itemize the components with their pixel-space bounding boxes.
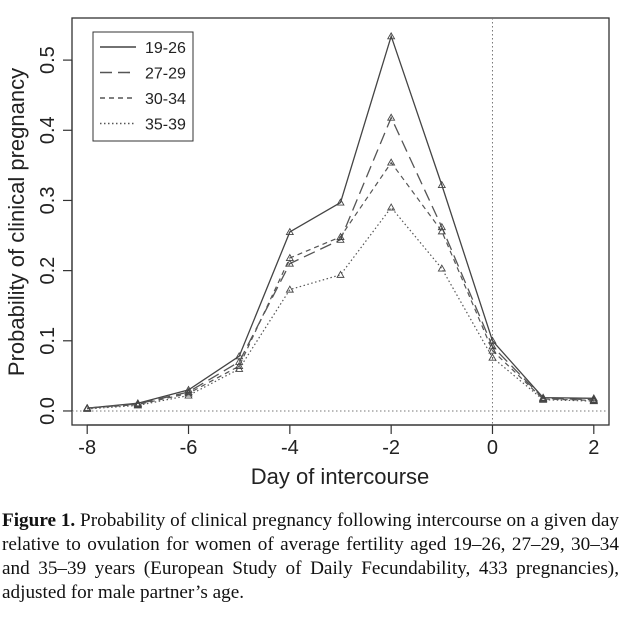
legend-label-27-29: 27-29	[145, 66, 186, 83]
legend-label-35-39: 35-39	[145, 117, 186, 134]
data-point-marker	[83, 404, 92, 412]
legend-label-19-26: 19-26	[145, 40, 186, 57]
data-point-marker	[538, 395, 548, 403]
data-point-marker	[437, 222, 446, 231]
y-tick-label: 0.2	[37, 257, 59, 285]
x-tick-label: -6	[180, 437, 198, 459]
y-axis: 0.0 0.1 0.2 0.3 0.4 0.5	[37, 46, 73, 425]
data-point-marker	[437, 264, 446, 272]
data-point-marker	[285, 259, 295, 267]
data-point-marker	[184, 391, 193, 399]
data-point-marker	[336, 270, 345, 278]
y-tick-label: 0.0	[37, 397, 59, 425]
x-tick-label: 2	[588, 437, 599, 459]
figure-caption: Figure 1. Probability of clinical pregna…	[2, 509, 619, 605]
x-tick-label: -4	[281, 437, 299, 459]
data-point-marker	[386, 158, 396, 166]
caption-label: Figure 1.	[2, 510, 76, 531]
y-tick-label: 0.4	[37, 116, 59, 144]
series-line	[87, 34, 594, 409]
series-line	[87, 161, 594, 409]
series-line	[87, 206, 594, 410]
x-tick-label: -2	[382, 437, 400, 459]
data-point-marker	[285, 285, 295, 293]
data-point-marker	[285, 253, 295, 261]
y-tick-label: 0.5	[37, 46, 59, 74]
data-point-marker	[386, 113, 396, 121]
series-line	[87, 115, 594, 409]
reference-lines	[72, 18, 609, 425]
data-point-marker	[133, 401, 143, 409]
data-point-marker	[437, 180, 446, 189]
data-point-marker	[488, 346, 497, 354]
y-tick-label: 0.1	[37, 327, 59, 355]
legend-box	[92, 31, 194, 142]
data-point-marker	[285, 227, 295, 236]
legend-label-30-34: 30-34	[145, 91, 186, 108]
data-point-marker	[386, 203, 396, 211]
data-point-marker	[336, 232, 345, 240]
y-axis-label: Probability of clinical pregnancy	[4, 68, 29, 376]
x-axis: -8 -6 -4 -2 0 2	[78, 424, 599, 459]
caption-text: Probability of clinical pregnancy follow…	[2, 510, 619, 603]
data-point-marker	[235, 364, 244, 372]
data-point-marker	[336, 198, 345, 206]
x-axis-label: Day of intercourse	[251, 464, 430, 489]
series-30-34	[83, 158, 598, 412]
data-point-marker	[589, 396, 598, 405]
data-point-marker	[437, 227, 446, 235]
series-35-39	[83, 203, 598, 412]
series-27-29	[83, 113, 598, 412]
data-point-marker	[235, 361, 244, 370]
y-tick-label: 0.3	[37, 187, 59, 215]
data-point-marker	[386, 31, 396, 40]
x-tick-label: -8	[78, 437, 96, 459]
x-tick-label: 0	[487, 437, 498, 459]
legend: 19-26 27-29 30-34 35-39	[92, 31, 194, 142]
data-point-marker	[184, 389, 193, 397]
series-layer	[83, 31, 598, 412]
pregnancy-probability-chart: -8 -6 -4 -2 0 2 0.0 0.1 0.2 0.3 0.4 0.5 Day of int…	[4, 17, 610, 489]
data-point-marker	[488, 353, 497, 361]
data-point-marker	[184, 387, 193, 396]
